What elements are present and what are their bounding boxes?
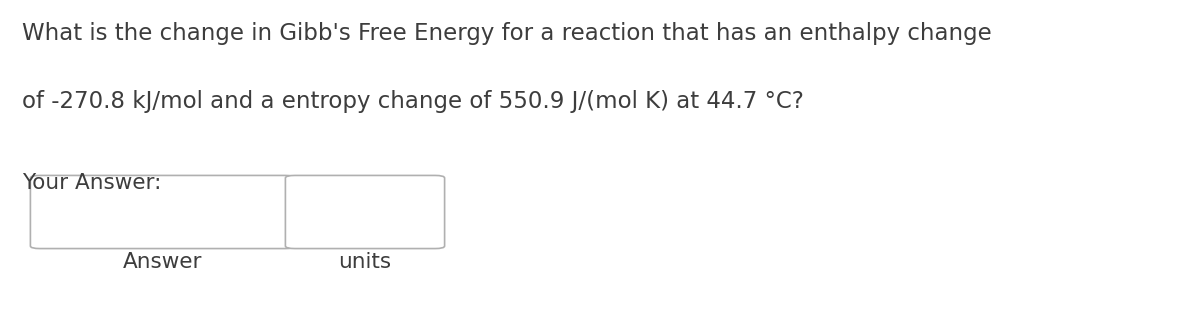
Text: units: units: [338, 252, 391, 272]
Text: What is the change in Gibb's Free Energy for a reaction that has an enthalpy cha: What is the change in Gibb's Free Energy…: [22, 22, 991, 46]
Text: Your Answer:: Your Answer:: [22, 173, 161, 193]
Text: of -270.8 kJ/mol and a entropy change of 550.9 J/(mol K) at 44.7 °C?: of -270.8 kJ/mol and a entropy change of…: [22, 90, 804, 113]
Text: Answer: Answer: [122, 252, 203, 272]
